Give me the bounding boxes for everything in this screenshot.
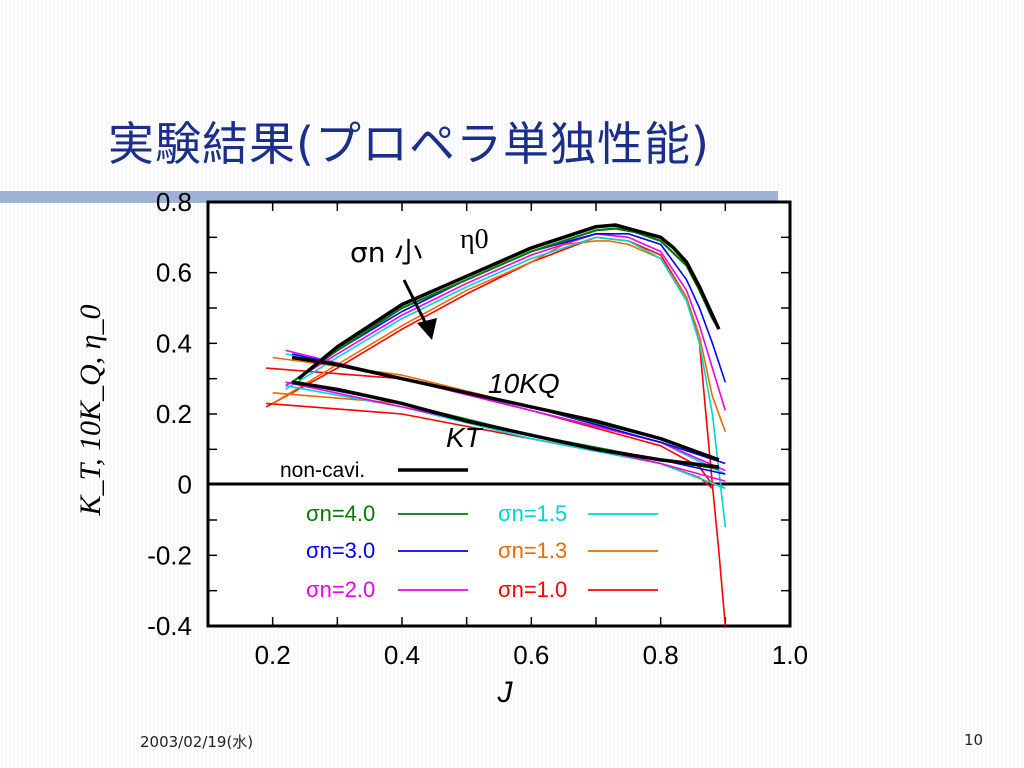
x-tick-label: 0.4 [384, 640, 420, 670]
slide-title: 実験結果(プロペラ単独性能) [108, 117, 710, 171]
series-line-σn=1.5 [285, 384, 726, 489]
x-tick-label: 0.2 [255, 640, 291, 670]
series-line-σn=1.5 [285, 236, 727, 528]
x-tick-label: 0.8 [643, 640, 679, 670]
legend-label: non-cavi. [280, 459, 365, 482]
axis-ticks [207, 201, 790, 627]
legend-label: σn=1.0 [498, 577, 567, 602]
series-line-non-cavi. [291, 380, 720, 469]
legend-label: σn=4.0 [306, 501, 375, 526]
series-line-σn=2.0 [285, 233, 727, 411]
series-line-non-cavi. [297, 223, 721, 381]
y-tick-label: 0.8 [156, 187, 192, 217]
x-axis-label: J [497, 676, 514, 709]
y-axis-label: K_T, 10K_Q, η_0 [74, 304, 107, 516]
legend-label: σn=3.0 [306, 538, 375, 563]
y-tick-label: 0.6 [156, 258, 192, 288]
y-tick-labels: 0.8 0.6 0.4 0.2 0 -0.2 -0.4 [147, 187, 192, 641]
x-tick-labels: 0.2 0.4 0.6 0.8 1.0 [255, 640, 808, 670]
y-tick-label: 0 [178, 470, 192, 500]
legend: non-cavi. σn=4.0 σn=3.0 σn=2.0 σn=1.5 σn=1.3 σ… [280, 459, 658, 602]
legend-label: σn=1.3 [498, 538, 567, 563]
legend-label: σn=1.5 [498, 501, 567, 526]
sigma-small-annotation: σn 小 [350, 236, 422, 269]
y-tick-label: -0.2 [147, 540, 192, 570]
footer-date: 2003/02/19(水) [140, 733, 254, 751]
series-line-σn=1.0 [266, 367, 714, 486]
series-line-σn=1.0 [265, 236, 727, 627]
legend-label: σn=2.0 [306, 577, 375, 602]
y-tick-label: 0.4 [156, 328, 192, 358]
series-line-σn=1.3 [272, 240, 727, 432]
title-underline-bar [0, 191, 778, 203]
series-line-σn=3.0 [291, 233, 727, 383]
y-tick-label: -0.4 [147, 611, 192, 641]
page-number: 10 [964, 731, 984, 749]
trend-arrow-line [402, 279, 430, 329]
trend-arrowhead [417, 318, 437, 340]
x-tick-label: 0.6 [513, 640, 549, 670]
eta0-annotation: η0 [460, 224, 489, 255]
kt-annotation: KT [446, 422, 484, 453]
data-series [265, 223, 727, 627]
ten-kq-annotation: 10KQ [488, 368, 560, 399]
x-tick-label: 1.0 [772, 640, 808, 670]
y-tick-label: 0.2 [156, 399, 192, 429]
series-line-non-cavi. [291, 355, 720, 462]
